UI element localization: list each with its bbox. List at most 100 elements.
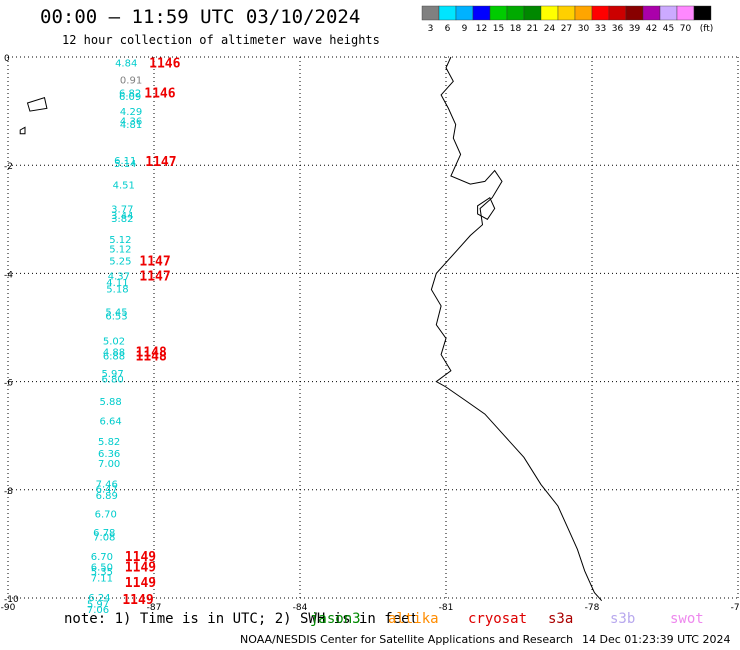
legend-s3b: s3b: [610, 611, 636, 627]
longitude-label: -75: [731, 603, 740, 613]
island-outline: [477, 196, 496, 220]
coastline: [19, 56, 603, 602]
pass-number: 1149: [125, 576, 156, 591]
credit-text: NOAA/NESDIS Center for Satellite Applica…: [240, 633, 574, 646]
legend-altika: altika: [388, 611, 439, 627]
wave-height-value: 6.36: [98, 449, 120, 460]
wave-height-value: 4.81: [120, 120, 142, 131]
longitude-label: -81: [439, 603, 454, 613]
lat-lon-grid: [7, 56, 739, 599]
pass-number: 1148: [136, 350, 167, 365]
wave-height-value: 6.70: [91, 552, 113, 563]
colorbar-tick-label: 42: [646, 24, 657, 34]
wave-height-value: 5.97: [101, 369, 123, 380]
longitude-label: -90: [1, 603, 16, 613]
coastline-path: [430, 56, 603, 602]
wave-height-value: 7.08: [93, 532, 115, 543]
colorbar-tick-label: 9: [462, 24, 468, 34]
wave-height-value: 4.37: [108, 272, 130, 283]
map-title: 00:00 — 11:59 UTC 03/10/2024: [40, 6, 361, 28]
wave-height-value: 4.84: [115, 58, 137, 69]
colorbar-legend: 3 6 9 12 15 18 21 24 27 30 33 36 39 42 45 70 (ft): [421, 5, 713, 34]
colorbar-tick-label: 15: [493, 24, 504, 34]
latitude-label: -4: [4, 270, 13, 280]
footer-note: note: 1) Time is in UTC; 2) SWH is in fe…: [64, 611, 419, 627]
wave-height-value: 5.82: [98, 437, 120, 448]
colorbar-tick-label: 6: [445, 24, 451, 34]
pass-number: 1148: [136, 345, 167, 360]
wave-height-value: 5.45: [105, 307, 127, 318]
wave-height-value: 6.50: [91, 563, 113, 574]
wave-height-value: 6.88: [103, 352, 125, 363]
wave-height-value: 5.02: [103, 336, 125, 347]
wave-height-value: 6.24: [88, 593, 110, 604]
pass-number: 1146: [144, 87, 175, 102]
latitude-label: -2: [4, 162, 13, 172]
colorbar-tick-label: 33: [595, 24, 606, 34]
wave-height-value: 4.36: [120, 116, 142, 127]
colorbar-tick-label: 45: [663, 24, 674, 34]
pass-number: 1149: [125, 561, 156, 576]
island-outline: [26, 96, 48, 112]
map-subtitle: 12 hour collection of altimeter wave hei…: [62, 33, 380, 47]
colorbar-tick-label: 70: [680, 24, 692, 34]
wave-height-value: 6.64: [99, 417, 121, 428]
legend-jason3: jason3: [310, 611, 361, 627]
wave-height-value: 4.11: [106, 278, 128, 289]
pass-number: 1149: [122, 593, 153, 608]
wave-height-value: 6.80: [101, 374, 123, 385]
longitude-label: -78: [585, 603, 600, 613]
longitude-label: -84: [293, 603, 308, 613]
wave-height-value: 4.51: [113, 181, 135, 192]
latitude-label: -8: [4, 487, 13, 497]
wave-height-value: 6.53: [105, 312, 127, 323]
latitude-label: -6: [4, 379, 13, 389]
wave-height-value: 3.44: [111, 211, 133, 222]
legend-s3a: s3a: [548, 611, 574, 627]
colorbar-tick-label: 3: [428, 24, 434, 34]
wave-height-value: 5.97: [87, 599, 109, 610]
wave-height-value: 6.70: [95, 510, 117, 521]
wave-height-value: 5.12: [109, 235, 131, 246]
wave-height-value: 5.35: [91, 567, 113, 578]
wave-height-value: 5.18: [106, 285, 128, 296]
colorbar-tick-label: 27: [561, 24, 572, 34]
wave-height-value: 5.88: [99, 397, 121, 408]
wave-height-value: 3.77: [111, 204, 133, 215]
wave-height-value: 0.91: [120, 76, 142, 87]
pass-number: 1147: [139, 254, 170, 269]
colorbar-tick-label: 39: [629, 24, 641, 34]
colorbar-swatch: [693, 5, 712, 21]
axis-labels: 0 -2 -4 -6 -8 -10-90 -87 -84 -81 -78 -75: [1, 54, 740, 613]
colorbar-tick-label: 36: [612, 24, 624, 34]
wave-height-value: 4.29: [120, 107, 142, 118]
generated-timestamp: 14 Dec 01:23:39 UTC 2024: [582, 633, 731, 646]
wave-height-value: 5.12: [109, 245, 131, 256]
colorbar-tick-label: 21: [527, 24, 538, 34]
latitude-label: 0: [4, 54, 10, 64]
legend-cryosat: cryosat: [468, 611, 528, 627]
colorbar-tick-label: 18: [510, 24, 522, 34]
pass-number: 1147: [139, 270, 170, 285]
pass-number: 1146: [149, 56, 180, 71]
wave-height-value: 6.82: [119, 89, 141, 100]
wave-height-value: 5.25: [109, 256, 131, 267]
colorbar-tick-label: 12: [476, 24, 487, 34]
wave-height-value: 6.78: [93, 528, 115, 539]
wave-height-value: 6.89: [96, 491, 118, 502]
wave-height-value: 7.06: [87, 605, 109, 616]
island-outline: [19, 126, 26, 135]
wave-height-value: 3.82: [111, 214, 133, 225]
colorbar-tick-label: 24: [544, 24, 556, 34]
longitude-label: -87: [147, 603, 162, 613]
wave-height-value: 6.11: [114, 156, 136, 167]
wave-height-value: 6.47: [96, 485, 118, 496]
wave-height-labels: 4.84 0.91 6.826.09 4.294.364.81 6.115.14 4.51…: [87, 58, 142, 615]
latitude-label: -10: [4, 595, 19, 605]
pass-number: 1149: [125, 550, 156, 565]
pass-number: 1147: [145, 155, 176, 170]
wave-height-value: 6.09: [119, 92, 141, 103]
pass-number-labels: 1146114611471147114711481148114911491149…: [122, 56, 180, 608]
wave-height-value: 7.46: [96, 479, 118, 490]
